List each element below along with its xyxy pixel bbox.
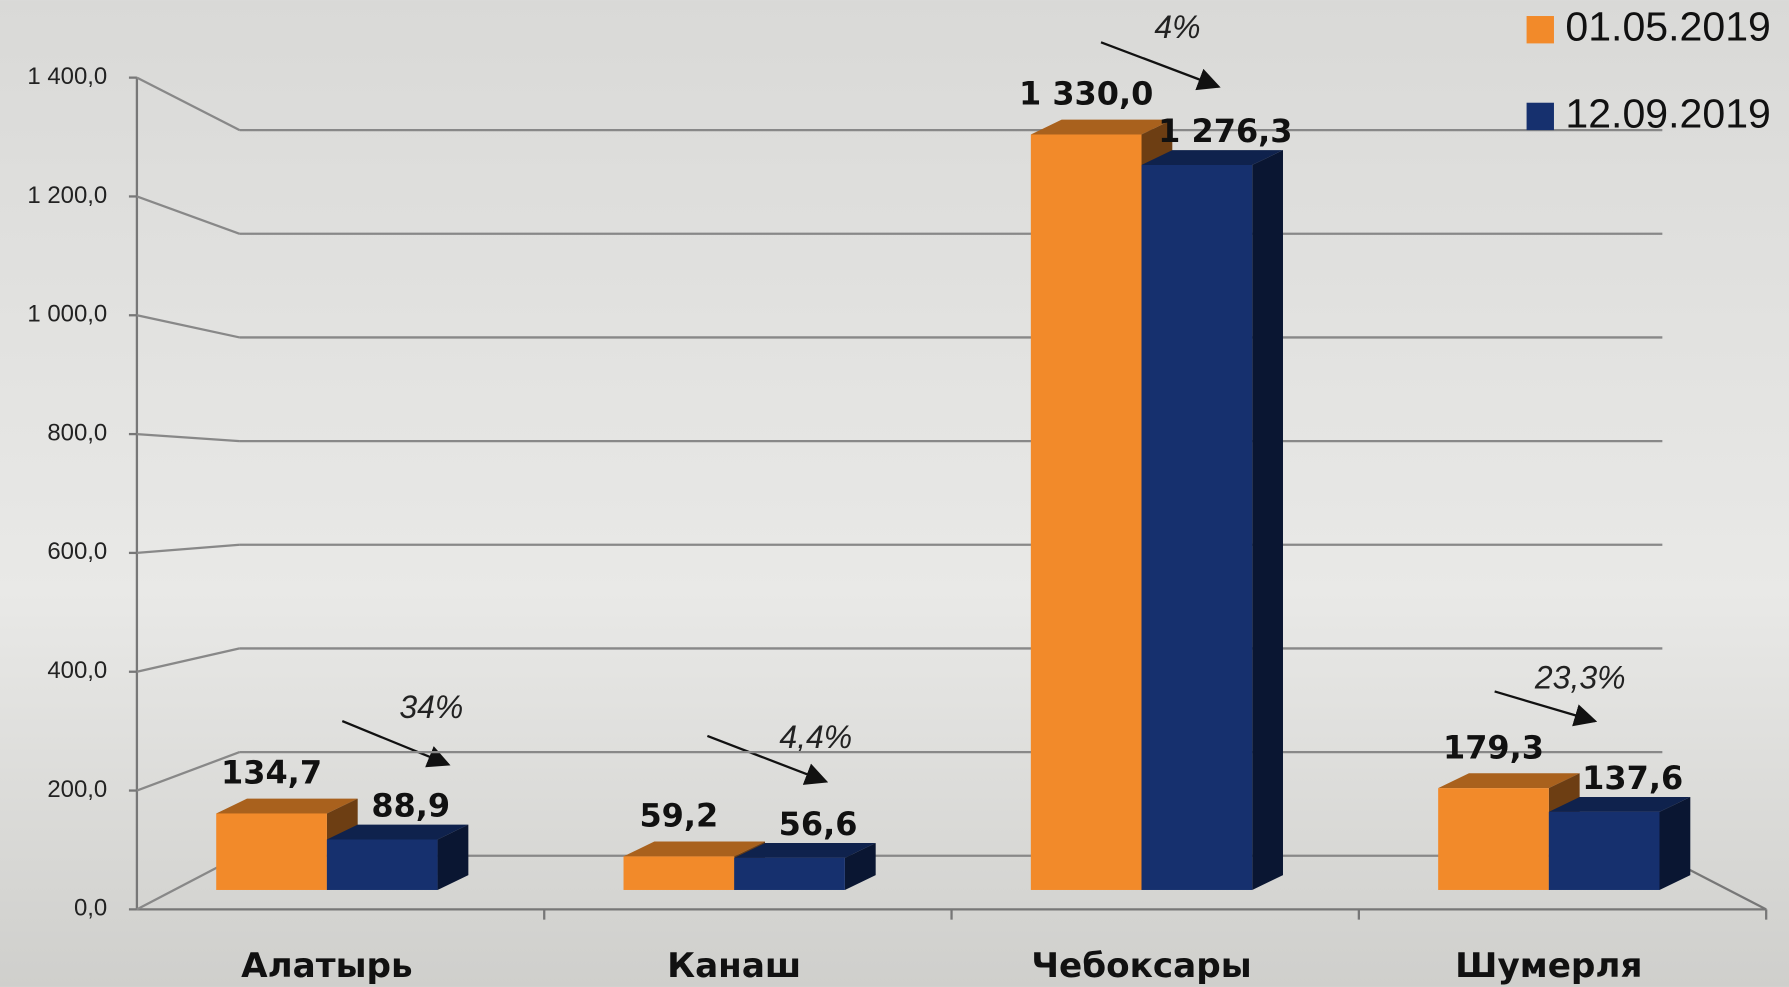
x-tick-label: Алатырь — [241, 946, 413, 986]
bar-top — [326, 824, 469, 840]
grid-line — [136, 195, 240, 235]
grid-line — [136, 432, 240, 443]
bar — [1438, 788, 1549, 890]
y-tick-label: 1 000,0 — [27, 301, 107, 328]
value-label: 56,6 — [779, 805, 858, 843]
bar — [1141, 165, 1253, 890]
legend-label: 12.09.2019 — [1565, 90, 1771, 136]
bar-side — [1659, 796, 1691, 890]
y-tick-label: 1 400,0 — [27, 63, 107, 90]
bar — [1548, 811, 1660, 890]
value-label: 179,3 — [1443, 728, 1544, 766]
x-tick-label: Чебоксары — [1031, 946, 1251, 986]
x-tick-label: Шумерля — [1455, 946, 1642, 986]
value-label: 137,6 — [1582, 759, 1683, 797]
legend-swatch — [1526, 16, 1554, 44]
bar-top — [1141, 150, 1283, 166]
bar-top — [216, 798, 358, 814]
value-label: 88,9 — [371, 787, 450, 825]
value-label: 59,2 — [639, 797, 718, 835]
value-label: 1 276,3 — [1158, 112, 1292, 150]
y-tick-label: 600,0 — [47, 538, 107, 565]
value-label: 1 330,0 — [1019, 75, 1153, 113]
y-tick-label: 1 200,0 — [27, 182, 107, 209]
annotation: 34% — [399, 689, 463, 725]
grid-line — [136, 314, 240, 339]
y-tick-label: 800,0 — [47, 419, 107, 446]
y-tick-label: 200,0 — [47, 776, 107, 803]
bar — [734, 857, 845, 890]
bar — [623, 856, 735, 890]
bar-top — [1548, 796, 1691, 812]
annotation: 4% — [1154, 9, 1200, 45]
bar-side — [437, 824, 469, 890]
grid-line — [136, 76, 241, 132]
bar-side — [844, 842, 876, 890]
annotation: 23,3% — [1534, 659, 1626, 695]
bar — [1030, 134, 1142, 890]
grid-line — [136, 751, 240, 792]
bar-top — [1438, 773, 1580, 789]
bar-top — [734, 842, 876, 858]
legend-swatch — [1526, 102, 1554, 131]
bar-top — [1030, 119, 1173, 135]
grid-line — [136, 647, 240, 673]
bar-top — [623, 841, 766, 857]
legend-label: 01.05.2019 — [1565, 4, 1771, 50]
bar-side — [1252, 150, 1283, 890]
arrows — [341, 41, 1598, 785]
x-tick-label: Канаш — [667, 946, 801, 986]
annotation: 4,4% — [779, 719, 852, 755]
y-tick-label: 400,0 — [47, 657, 107, 684]
bar — [326, 839, 438, 890]
bar — [216, 813, 327, 890]
y-tick-label: 0,0 — [74, 895, 107, 922]
value-label: 134,7 — [221, 754, 322, 792]
grid-line — [136, 543, 240, 555]
